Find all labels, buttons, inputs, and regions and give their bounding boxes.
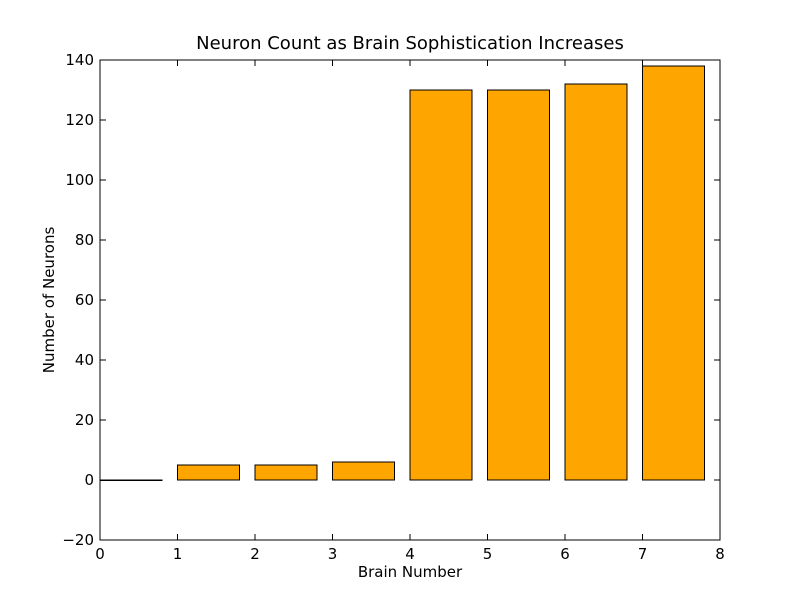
y-axis-label: Number of Neurons (40, 227, 58, 374)
y-tick-label: 20 (75, 411, 94, 429)
x-tick-label: 0 (95, 545, 105, 563)
bar-brain-2 (254, 464, 318, 481)
x-tick-label: 5 (483, 545, 493, 563)
x-axis-label: Brain Number (358, 563, 463, 581)
bar-brain-5 (487, 89, 550, 481)
bar-brain-6 (564, 83, 628, 481)
x-tick-label: 6 (560, 545, 570, 563)
y-tick-label: 60 (75, 291, 94, 309)
bar-brain-0 (99, 479, 163, 481)
x-tick-label: 1 (173, 545, 183, 563)
y-tick-label: 0 (84, 471, 94, 489)
y-tick-label: 100 (65, 171, 94, 189)
y-tick-label: 140 (65, 51, 94, 69)
x-tick-label: 2 (250, 545, 260, 563)
x-tick-label: 3 (328, 545, 338, 563)
bar-brain-4 (409, 89, 473, 481)
x-tick-label: 4 (405, 545, 415, 563)
y-tick-label: 40 (75, 351, 94, 369)
bars-group (99, 65, 705, 481)
y-axis-ticks: −20 0 20 40 60 80 100 120 140 (62, 51, 720, 549)
chart-title: Neuron Count as Brain Sophistication Inc… (196, 33, 624, 54)
x-tick-label: 7 (638, 545, 648, 563)
bar-brain-1 (177, 464, 240, 481)
x-axis-ticks: 0 1 2 3 4 5 6 7 8 (95, 60, 725, 563)
y-tick-label: 120 (65, 111, 94, 129)
bar-brain-7 (642, 65, 705, 481)
y-tick-label: −20 (62, 531, 94, 549)
x-tick-label: 8 (715, 545, 725, 563)
y-tick-label: 80 (75, 231, 94, 249)
bar-brain-3 (332, 461, 395, 481)
